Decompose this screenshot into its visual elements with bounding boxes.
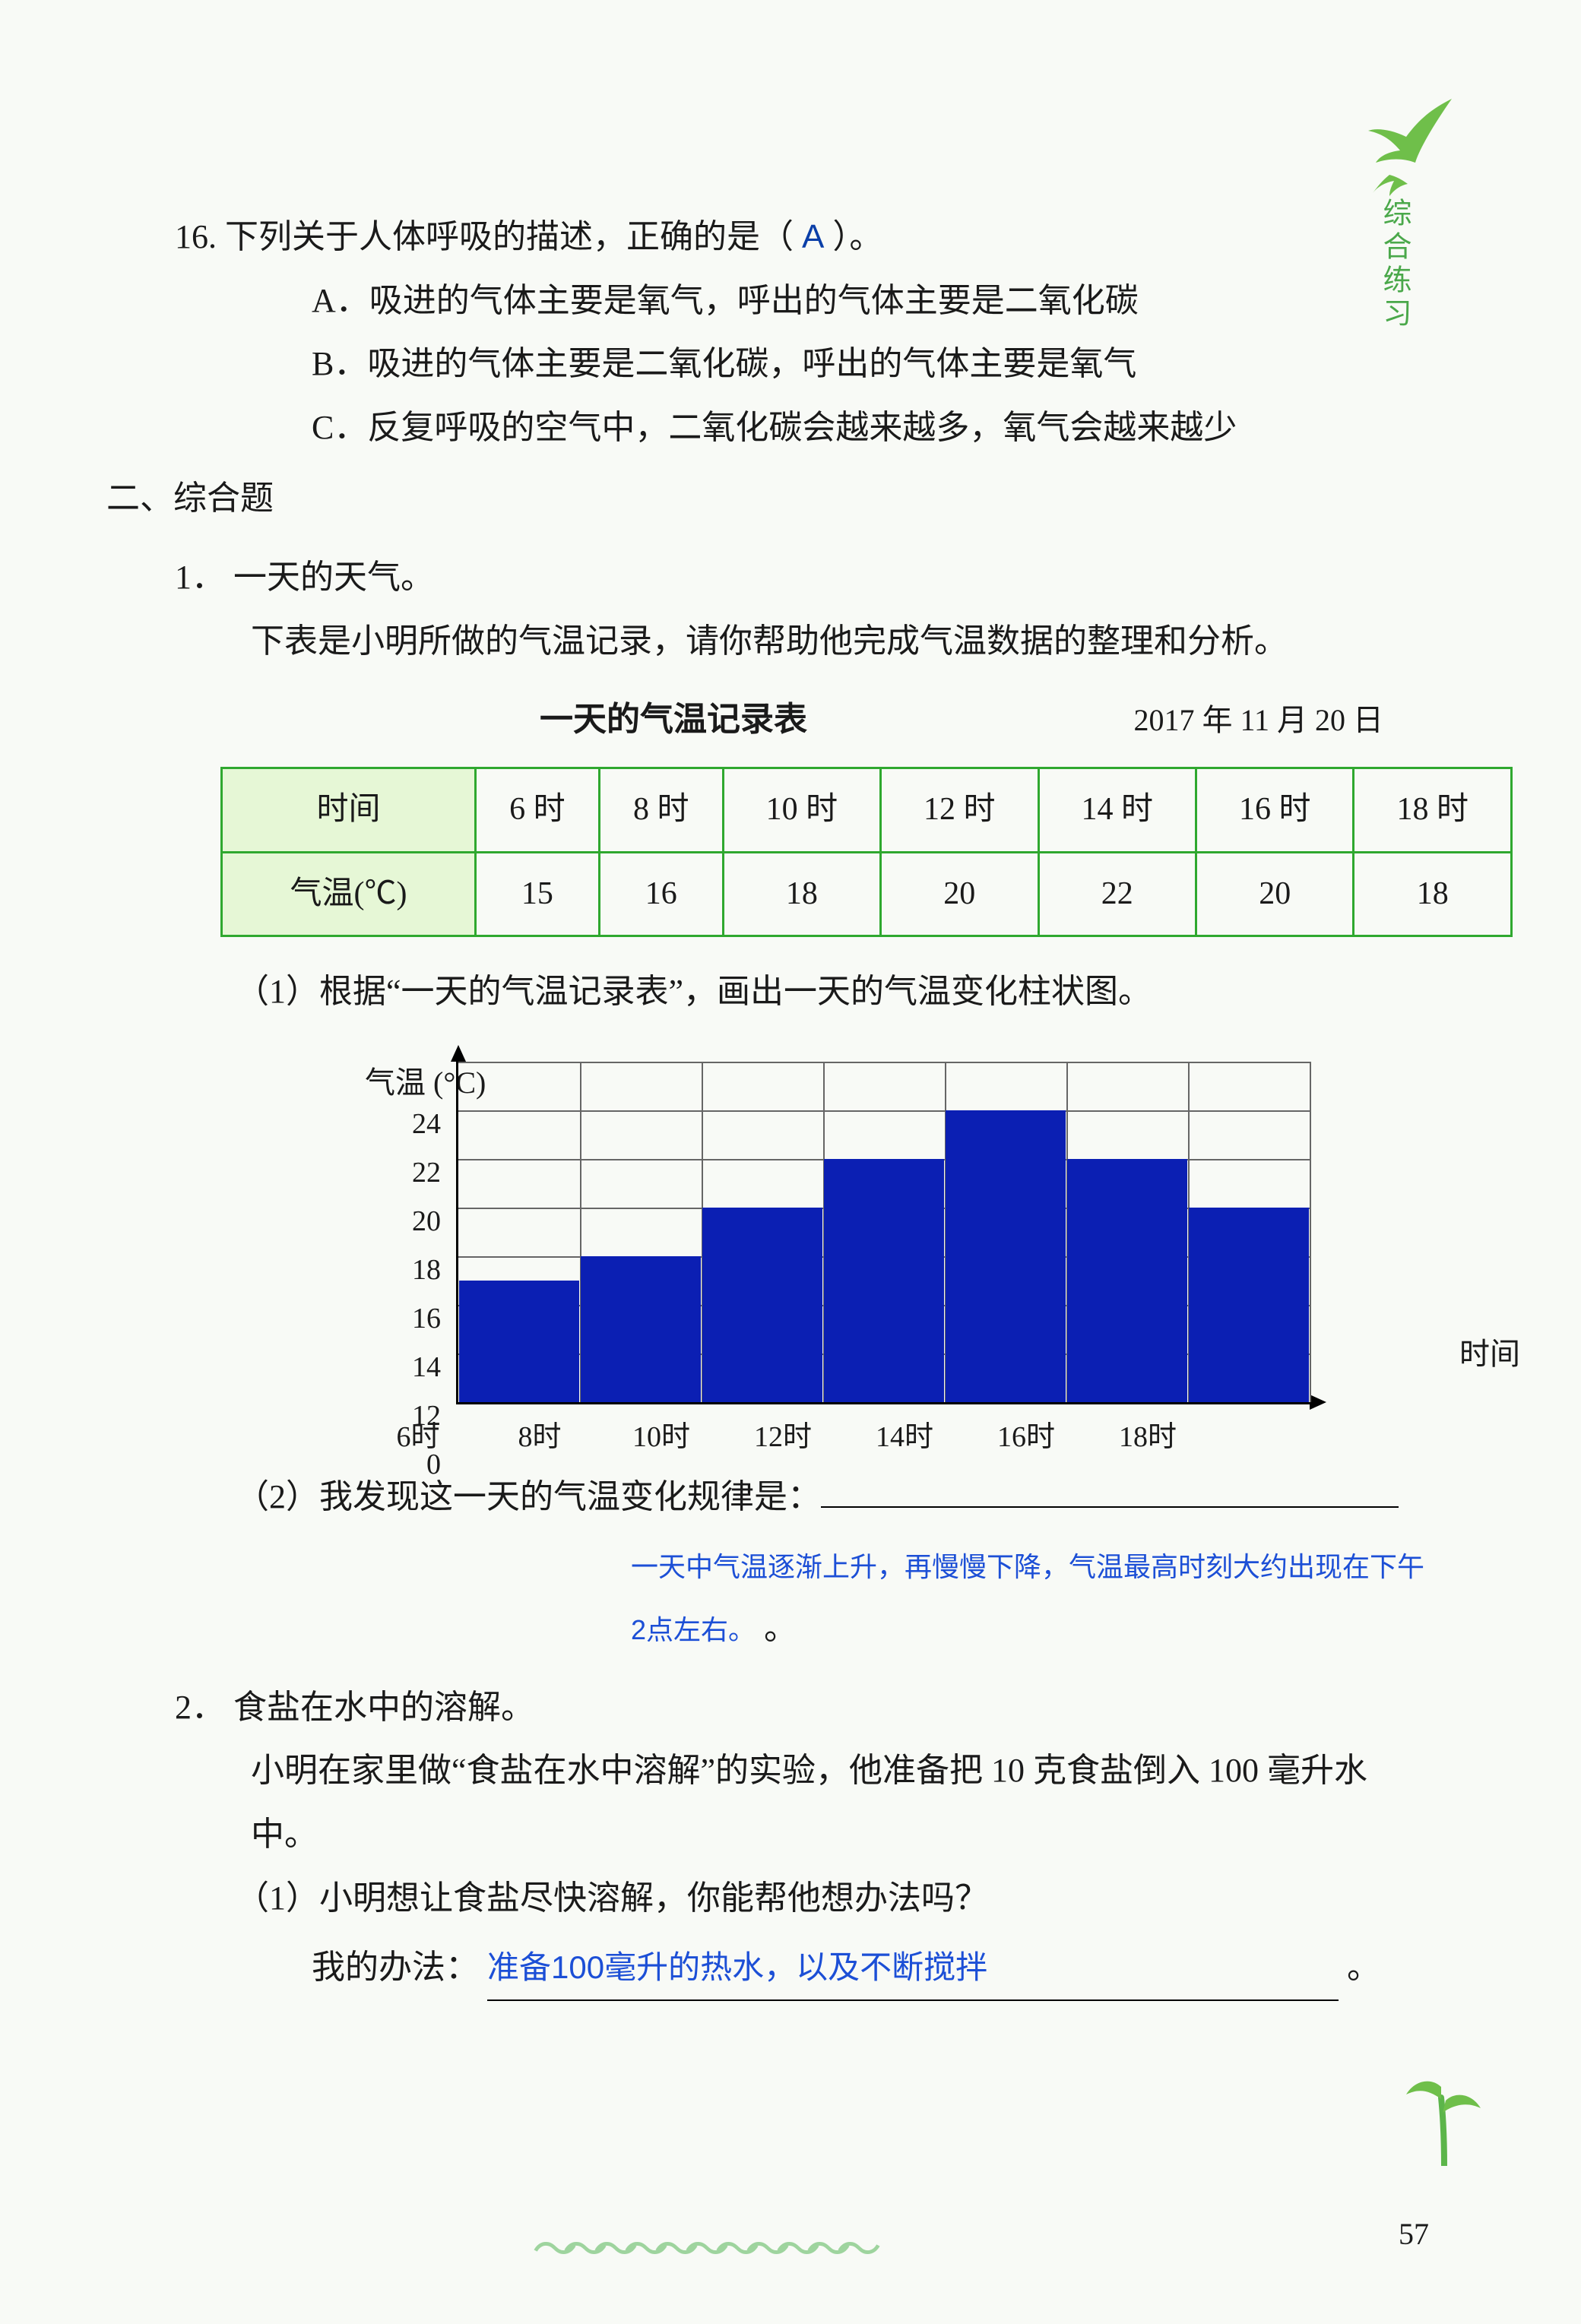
sprout-icon <box>1399 2044 1490 2187</box>
time-cell: 16 时 <box>1196 768 1354 852</box>
axis-arrow-x-icon <box>1310 1395 1326 1410</box>
y-tick: 22 <box>388 1148 441 1197</box>
axis-arrow-y-icon <box>451 1045 466 1062</box>
chart-x-title: 时间 <box>1459 1325 1520 1383</box>
q16-option-c: C．反复呼吸的空气中，二氧化碳会越来越多，氧气会越来越少 <box>312 396 1429 460</box>
answer-blank-line <box>821 1506 1399 1508</box>
x-tick: 10时 <box>600 1410 722 1464</box>
table-title: 一天的气温记录表 <box>540 688 807 752</box>
q16-stem-post: ）。 <box>832 218 882 255</box>
q1-sub2-answer: 一天中气温逐渐上升，再慢慢下降，气温最高时刻大约出现在下午2点左右。 <box>631 1551 1424 1646</box>
y-tick: 18 <box>388 1246 441 1294</box>
time-cell: 10 时 <box>723 768 880 852</box>
time-cell: 6 时 <box>476 768 600 852</box>
temp-cell: 18 <box>1354 852 1512 936</box>
q16-stem-pre: 下列关于人体呼吸的描述，正确的是（ <box>225 218 794 255</box>
chart-bar <box>459 1281 579 1402</box>
y-tick: 14 <box>388 1343 441 1392</box>
page-number: 57 <box>1399 2205 1429 2263</box>
table-row: 气温(℃) 15 16 18 20 22 20 18 <box>222 852 1512 936</box>
chart-bar <box>1189 1208 1309 1402</box>
bird-icon <box>1345 91 1467 198</box>
q2-method-answer: 准备100毫升的热水，以及不断搅拌 <box>487 1949 987 1985</box>
temp-cell: 20 <box>881 852 1038 936</box>
question-1: 1． 一天的天气。 下表是小明所做的气温记录，请你帮助他完成气温数据的整理和分析… <box>175 546 1429 1661</box>
q1-intro: 下表是小明所做的气温记录，请你帮助他完成气温数据的整理和分析。 <box>251 609 1429 673</box>
x-tick: 6时 <box>357 1410 479 1464</box>
chart-bar <box>581 1256 701 1402</box>
section-2-title: 二、综合题 <box>106 467 1429 530</box>
temp-cell: 16 <box>599 852 723 936</box>
question-2: 2． 食盐在水中的溶解。 小明在家里做“食盐在水中溶解”的实验，他准备把 10 … <box>175 1676 1429 2001</box>
q2-title: 食盐在水中的溶解。 <box>233 1689 534 1726</box>
y-tick: 20 <box>388 1197 441 1246</box>
chart-bar <box>1067 1159 1187 1402</box>
chart-bar <box>702 1208 822 1402</box>
time-cell: 18 时 <box>1354 768 1512 852</box>
table-row: 时间 6 时 8 时 10 时 12 时 14 时 16 时 18 时 <box>222 768 1512 852</box>
x-tick: 8时 <box>479 1410 600 1464</box>
time-cell: 14 时 <box>1038 768 1196 852</box>
q2-intro: 小明在家里做“食盐在水中溶解”的实验，他准备把 10 克食盐倒入 100 毫升水… <box>251 1739 1429 1866</box>
side-tab-label: 综合练习 <box>1367 198 1421 331</box>
q1-sub1: （1）根据“一天的气温记录表”，画出一天的气温变化柱状图。 <box>236 960 1429 1024</box>
temp-cell: 15 <box>476 852 600 936</box>
x-tick: 16时 <box>965 1410 1087 1464</box>
table-date: 2017 年 11 月 20 日 <box>1133 692 1383 749</box>
chart-bar <box>824 1159 944 1402</box>
q2-number: 2． <box>175 1689 225 1726</box>
temp-cell: 22 <box>1038 852 1196 936</box>
chart-bar <box>946 1110 1066 1402</box>
temperature-table: 时间 6 时 8 时 10 时 12 时 14 时 16 时 18 时 气温(℃… <box>220 767 1513 938</box>
question-16: 16. 下列关于人体呼吸的描述，正确的是（ A ）。 A．吸进的气体主要是氧气，… <box>175 205 1429 459</box>
y-tick: 16 <box>388 1294 441 1343</box>
period: 。 <box>1347 1949 1380 1986</box>
q16-option-b: B．吸进的气体主要是二氧化碳，呼出的气体主要是氧气 <box>312 332 1429 396</box>
cloud-icon: 〜〜〜〜〜〜〜〜〜〜〜 <box>532 2207 867 2294</box>
q1-number: 1． <box>175 559 225 596</box>
time-cell: 8 时 <box>599 768 723 852</box>
row-label-time: 时间 <box>222 768 476 852</box>
q16-option-a: A．吸进的气体主要是氧气，呼出的气体主要是二氧化碳 <box>312 269 1429 333</box>
q16-number: 16. <box>175 218 217 255</box>
y-tick: 24 <box>388 1100 441 1148</box>
q2-method-label: 我的办法： <box>312 1949 479 1986</box>
temp-cell: 18 <box>723 852 880 936</box>
bar-chart: 气温 (°C) 24 22 20 18 16 14 12 0 6时8时10时12… <box>357 1062 1437 1404</box>
answer-blank-line: 准备100毫升的热水，以及不断搅拌 <box>487 1936 1339 2001</box>
x-tick: 12时 <box>722 1410 844 1464</box>
temp-cell: 20 <box>1196 852 1354 936</box>
chart-plot-area <box>456 1062 1310 1404</box>
q16-answer: A <box>802 218 824 255</box>
period: 。 <box>764 1610 797 1647</box>
x-tick: 18时 <box>1087 1410 1209 1464</box>
q1-title: 一天的天气。 <box>233 559 434 596</box>
x-tick: 14时 <box>844 1410 965 1464</box>
time-cell: 12 时 <box>881 768 1038 852</box>
row-label-temp: 气温(℃) <box>222 852 476 936</box>
q2-sub1: （1）小明想让食盐尽快溶解，你能帮他想办法吗？ <box>236 1866 1429 1930</box>
q1-sub2-label: （2）我发现这一天的气温变化规律是： <box>236 1478 821 1515</box>
